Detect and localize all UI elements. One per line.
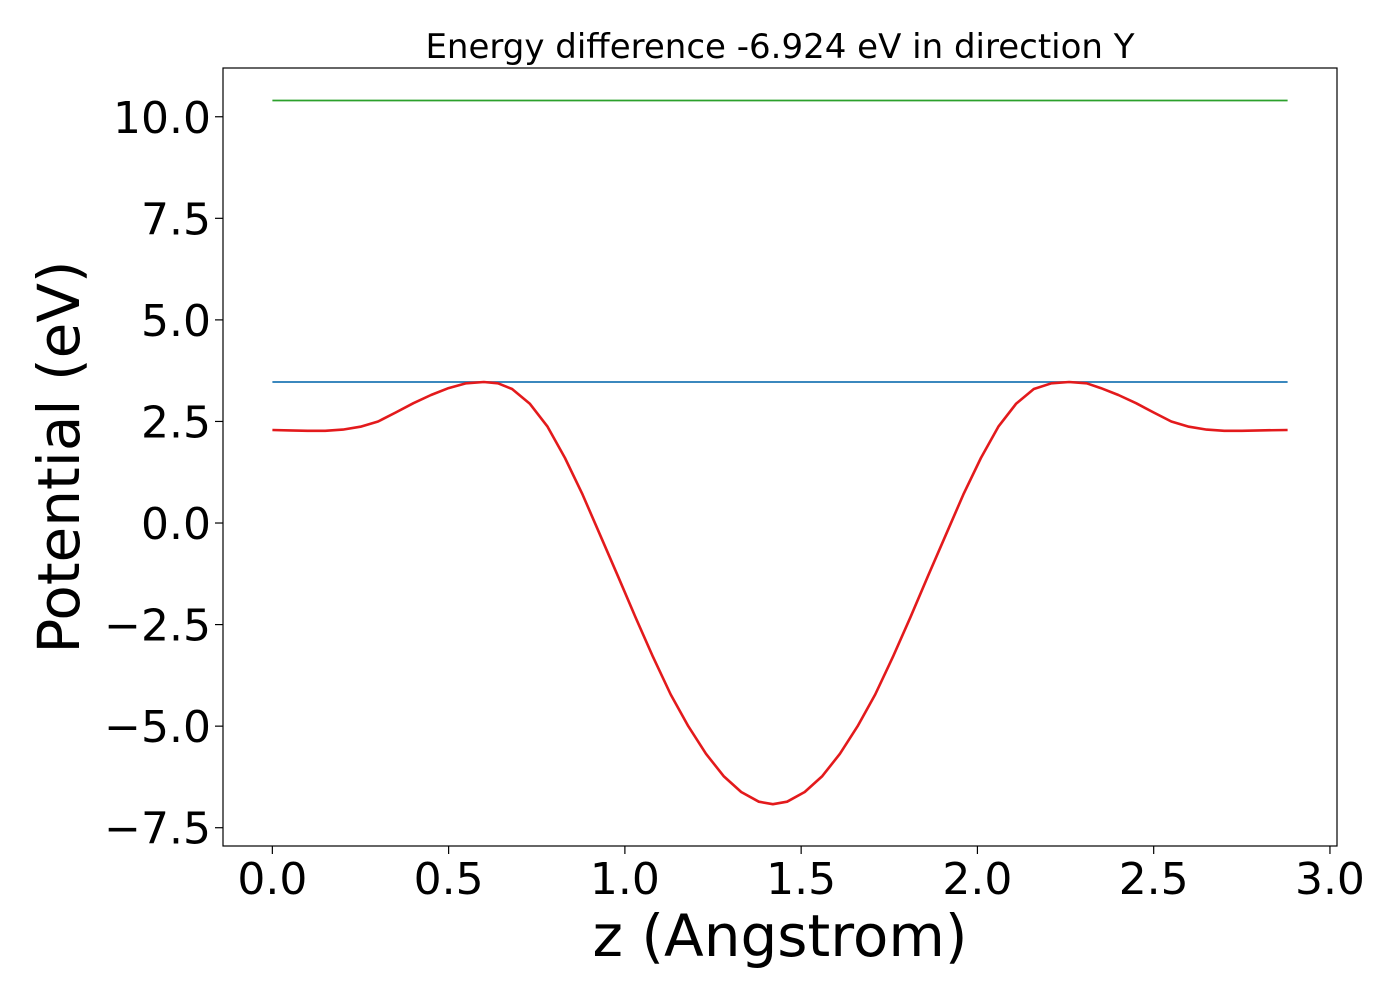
y-tick-label: −2.5: [104, 601, 211, 652]
plot-frame: [222, 67, 1338, 847]
x-tick-label: 2.0: [942, 854, 1012, 905]
x-tick-label: 2.5: [1119, 854, 1189, 905]
x-tick-label: 0.5: [414, 854, 484, 905]
y-tick-label: 2.5: [141, 397, 211, 448]
y-tick-label: 0.0: [141, 499, 211, 550]
series-line-red: [272, 380, 1288, 806]
x-axis-label: z (Angstrom): [593, 902, 968, 970]
x-tick-label: 1.0: [590, 854, 660, 905]
chart-title: Energy difference -6.924 eV in direction…: [425, 27, 1134, 67]
y-axis-label: Potential (eV): [25, 260, 93, 653]
x-tick-label: 0.0: [237, 854, 307, 905]
x-tick-label: 3.0: [1295, 854, 1365, 905]
x-tick-label: 1.5: [766, 854, 836, 905]
x-axis: 0.0 0.5 1.0 1.5 2.0 2.5 3.0: [237, 846, 1365, 905]
y-tick-label: 5.0: [141, 296, 211, 347]
y-tick-label: 10.0: [113, 93, 211, 144]
y-tick-label: 7.5: [141, 194, 211, 245]
y-tick-label: −5.0: [104, 702, 211, 753]
y-tick-label: −7.5: [104, 804, 211, 855]
plot-lines: [272, 99, 1288, 806]
y-axis: 10.0 7.5 5.0 2.5 0.0 −2.5 −5.0 −7.5: [104, 93, 223, 855]
